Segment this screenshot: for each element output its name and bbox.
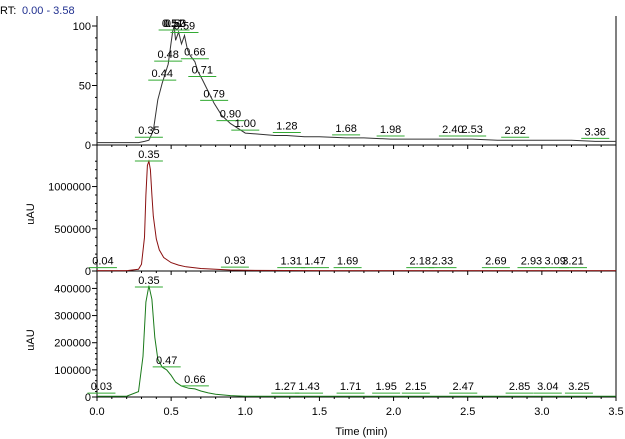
peak-label: 0.35 — [138, 125, 159, 137]
peak-label: 2.93 — [521, 256, 542, 268]
peak-label: 0.71 — [192, 65, 213, 77]
peak-label: 0.48 — [157, 49, 178, 61]
series-line-middle — [97, 159, 616, 272]
peak-label: 1.98 — [380, 124, 401, 136]
peak-label: 0.35 — [138, 275, 159, 287]
peak-label: 1.47 — [304, 256, 325, 268]
peak-label: 3.21 — [562, 256, 583, 268]
peak-label: 1.71 — [340, 381, 361, 393]
x-axis-title: Time (min) — [335, 426, 387, 438]
y-axis-title: uAU — [25, 329, 37, 350]
y-tick-label: 100000 — [54, 365, 91, 377]
peak-label: 2.15 — [405, 381, 426, 393]
peak-label: 2.69 — [485, 256, 506, 268]
panel-top: 0 50 100 0.35 0.44 0.48 0.510.520.530.59 0.66 0.… — [73, 16, 617, 152]
peak-label: 0.51 — [162, 18, 183, 30]
peak-label: 2.40 — [442, 124, 463, 136]
y-tick-label: 400000 — [54, 283, 91, 295]
peak-label: 0.52 — [163, 18, 184, 30]
peak-label: 0.93 — [224, 255, 245, 267]
peak-label: 0.66 — [184, 374, 205, 386]
peak-label: 2.33 — [432, 256, 453, 268]
rt-label: RT: — [0, 5, 16, 17]
y-tick-label: 0 — [85, 392, 91, 404]
peak-label: 3.36 — [585, 126, 606, 138]
peak-label: 0.04 — [92, 256, 113, 268]
peak-label: 2.53 — [461, 124, 482, 136]
y-tick-label: 200000 — [54, 338, 91, 350]
x-tick-label: 3.0 — [534, 406, 549, 418]
peak-label: 1.68 — [335, 123, 356, 135]
peak-label: 2.82 — [504, 125, 525, 137]
peak-label: 3.09 — [544, 256, 565, 268]
x-tick-label: 2.0 — [386, 406, 401, 418]
peak-label: 0.03 — [91, 381, 112, 393]
y-tick-label: 500000 — [54, 224, 91, 236]
y-axis-title: uAU — [25, 203, 37, 224]
y-tick-label: 300000 — [54, 311, 91, 323]
x-tick-label: 1.5 — [312, 406, 327, 418]
rt-range: 0.00 - 3.58 — [22, 5, 75, 17]
y-tick-label: 0 — [85, 140, 91, 152]
peak-label: 0.53 — [165, 18, 186, 30]
peak-label: 3.04 — [537, 381, 558, 393]
x-tick-label: 0.5 — [163, 406, 178, 418]
y-tick-label: 0 — [85, 266, 91, 278]
panel-bottom: 0 100000 200000 300000 400000 uAU 0.03 0.35 0.47… — [25, 273, 624, 438]
x-tick-label: 1.0 — [238, 406, 253, 418]
x-tick-label: 2.5 — [460, 406, 475, 418]
peak-label: 1.95 — [375, 381, 396, 393]
peak-label: 0.44 — [152, 68, 173, 80]
y-tick-label: 50 — [79, 81, 91, 93]
peak-label: 0.66 — [184, 47, 205, 59]
peak-label: 0.35 — [138, 149, 159, 161]
peak-label: 2.18 — [410, 256, 431, 268]
y-tick-label: 100 — [73, 21, 91, 33]
peak-label: 2.85 — [509, 381, 530, 393]
peak-label: 1.43 — [298, 381, 319, 393]
peak-label: 1.27 — [275, 381, 296, 393]
peak-label: 1.28 — [276, 120, 297, 132]
peak-label: 2.47 — [453, 381, 474, 393]
y-tick-label: 1000000 — [48, 182, 91, 194]
peak-label: 3.25 — [568, 381, 589, 393]
series-line-top — [97, 25, 616, 144]
peak-label: 0.59 — [174, 21, 195, 33]
panels: 0 50 100 0.35 0.44 0.48 0.510.520.530.59 0.66 0.… — [25, 16, 624, 438]
x-tick-label: 3.5 — [608, 406, 623, 418]
series-line-bottom — [97, 285, 616, 397]
x-tick-label: 0.0 — [89, 406, 104, 418]
peak-label: 0.47 — [156, 355, 177, 367]
peak-label: 0.90 — [220, 109, 241, 121]
peak-label: 1.00 — [235, 118, 256, 130]
peak-label: 1.69 — [337, 256, 358, 268]
peak-label: 1.31 — [281, 256, 302, 268]
peak-label: 0.79 — [203, 88, 224, 100]
panel-middle: 0 500000 1000000 uAU 0.04 0.35 0.93 1.31 1.47 1.6… — [25, 147, 617, 278]
